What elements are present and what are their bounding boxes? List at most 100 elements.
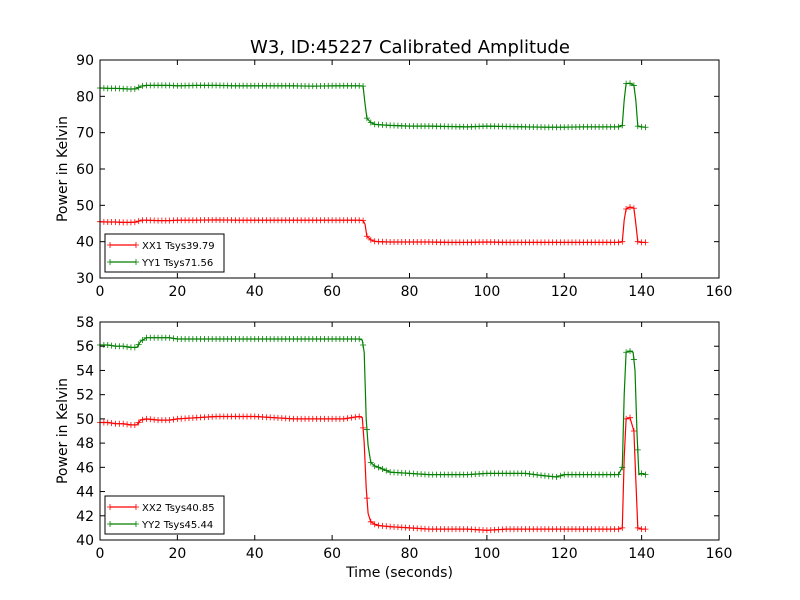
series-xx-1 bbox=[97, 204, 649, 246]
data-point bbox=[627, 80, 634, 87]
data-point bbox=[120, 343, 127, 350]
data-point bbox=[135, 419, 142, 426]
x-tick-label: 0 bbox=[96, 546, 105, 562]
data-point bbox=[615, 239, 622, 246]
data-point bbox=[131, 85, 138, 92]
data-point bbox=[634, 524, 641, 531]
data-point bbox=[383, 523, 390, 530]
y-tick-label: 48 bbox=[76, 436, 94, 452]
legend-box bbox=[104, 495, 225, 535]
data-point bbox=[545, 473, 552, 480]
data-point bbox=[634, 123, 641, 130]
data-point bbox=[642, 124, 649, 131]
data-point bbox=[371, 463, 378, 470]
data-point bbox=[151, 416, 158, 423]
y-tick-label: 46 bbox=[76, 460, 94, 476]
data-point bbox=[139, 416, 146, 423]
data-point bbox=[360, 83, 367, 90]
data-point bbox=[627, 204, 634, 211]
data-point bbox=[638, 470, 645, 477]
legend-label: XX1 Tsys39.79 bbox=[142, 241, 215, 252]
x-tick-label: 20 bbox=[168, 546, 186, 562]
data-point bbox=[379, 465, 386, 472]
data-point bbox=[627, 348, 634, 355]
x-tick-label: 160 bbox=[706, 284, 733, 300]
data-point bbox=[553, 474, 560, 481]
data-point bbox=[630, 356, 637, 363]
y-tick-label: 44 bbox=[76, 485, 94, 501]
legend-marker bbox=[107, 242, 113, 248]
x-tick-label: 60 bbox=[323, 284, 341, 300]
data-point bbox=[135, 84, 142, 91]
data-point bbox=[104, 342, 111, 349]
legend-marker bbox=[107, 504, 113, 510]
x-tick-label: 20 bbox=[168, 284, 186, 300]
data-point bbox=[615, 526, 622, 533]
data-point bbox=[108, 420, 115, 427]
data-point bbox=[363, 495, 370, 502]
data-point bbox=[623, 349, 630, 356]
y-tick-label: 60 bbox=[76, 162, 94, 178]
data-point bbox=[340, 415, 347, 422]
x-axis-label: Time (seconds) bbox=[345, 565, 453, 581]
x-tick-label: 100 bbox=[474, 546, 501, 562]
data-point bbox=[131, 421, 138, 428]
legend-marker bbox=[133, 259, 139, 265]
x-tick-label: 140 bbox=[628, 284, 655, 300]
legend-marker bbox=[133, 242, 139, 248]
series-yy-1 bbox=[97, 80, 649, 131]
x-tick-label: 40 bbox=[246, 546, 264, 562]
legend-marker bbox=[107, 521, 113, 527]
data-point bbox=[352, 414, 359, 421]
series-xx-2 bbox=[97, 413, 649, 534]
x-tick-label: 60 bbox=[323, 546, 341, 562]
data-point bbox=[375, 522, 382, 529]
data-point bbox=[363, 115, 370, 122]
legend-label: YY1 Tsys71.56 bbox=[141, 258, 213, 269]
x-tick-label: 80 bbox=[401, 546, 419, 562]
data-point bbox=[634, 446, 641, 453]
data-point bbox=[619, 122, 626, 129]
data-point bbox=[627, 414, 634, 421]
y-axis-label: Power in Kelvin bbox=[55, 116, 71, 222]
data-point bbox=[363, 426, 370, 433]
legend-label: YY2 Tsys45.44 bbox=[141, 520, 213, 531]
y-tick-label: 54 bbox=[76, 363, 94, 379]
data-point bbox=[170, 416, 177, 423]
data-point bbox=[541, 472, 548, 479]
data-point bbox=[356, 335, 363, 342]
data-point bbox=[557, 472, 564, 479]
y-tick-label: 56 bbox=[76, 339, 94, 355]
data-point bbox=[642, 526, 649, 533]
data-point bbox=[135, 341, 142, 348]
data-point bbox=[526, 470, 533, 477]
data-point bbox=[348, 414, 355, 421]
data-point bbox=[367, 119, 374, 126]
data-point bbox=[131, 344, 138, 351]
data-point bbox=[360, 217, 367, 224]
y-axis-label: Power in Kelvin bbox=[55, 378, 71, 484]
x-tick-label: 140 bbox=[628, 546, 655, 562]
y-tick-label: 70 bbox=[76, 126, 94, 142]
data-point bbox=[375, 464, 382, 471]
x-tick-label: 0 bbox=[96, 284, 105, 300]
series-yy-2 bbox=[97, 334, 649, 481]
data-point bbox=[367, 518, 374, 525]
y-tick-label: 80 bbox=[76, 89, 94, 105]
legend: XX2 Tsys40.85 YY2 Tsys45.44 bbox=[104, 495, 225, 535]
x-tick-label: 160 bbox=[706, 546, 733, 562]
data-point bbox=[642, 239, 649, 246]
data-point bbox=[630, 205, 637, 212]
x-tick-label: 120 bbox=[551, 284, 578, 300]
data-point bbox=[124, 343, 131, 350]
data-point bbox=[108, 342, 115, 349]
data-point bbox=[367, 459, 374, 466]
bottom-plot: 0 20 40 60 80 100 120 140 160 40 42 44 46 48 50 52 54 56 5… bbox=[55, 315, 732, 581]
legend-marker bbox=[133, 504, 139, 510]
data-point bbox=[120, 420, 127, 427]
data-point bbox=[131, 219, 138, 226]
legend: XX1 Tsys39.79 YY1 Tsys71.56 bbox=[104, 233, 225, 273]
data-point bbox=[619, 464, 626, 471]
y-tick-label: 42 bbox=[76, 509, 94, 525]
y-tick-label: 50 bbox=[76, 412, 94, 428]
